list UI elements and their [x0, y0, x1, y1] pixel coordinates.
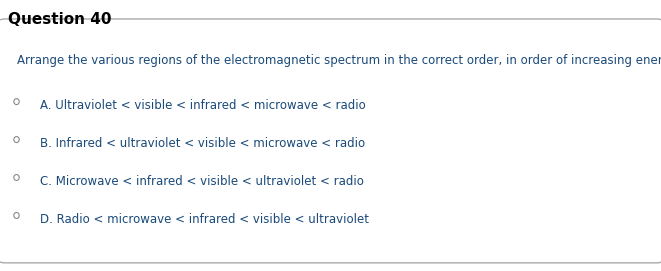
Text: Question 40: Question 40	[8, 12, 112, 27]
Text: A. Ultraviolet < visible < infrared < microwave < radio: A. Ultraviolet < visible < infrared < mi…	[40, 99, 366, 112]
Text: B. Infrared < ultraviolet < visible < microwave < radio: B. Infrared < ultraviolet < visible < mi…	[40, 137, 365, 150]
FancyBboxPatch shape	[0, 19, 661, 263]
Text: D. Radio < microwave < infrared < visible < ultraviolet: D. Radio < microwave < infrared < visibl…	[40, 213, 369, 226]
Text: Arrange the various regions of the electromagnetic spectrum in the correct order: Arrange the various regions of the elect…	[17, 54, 661, 67]
Text: C. Microwave < infrared < visible < ultraviolet < radio: C. Microwave < infrared < visible < ultr…	[40, 175, 364, 188]
